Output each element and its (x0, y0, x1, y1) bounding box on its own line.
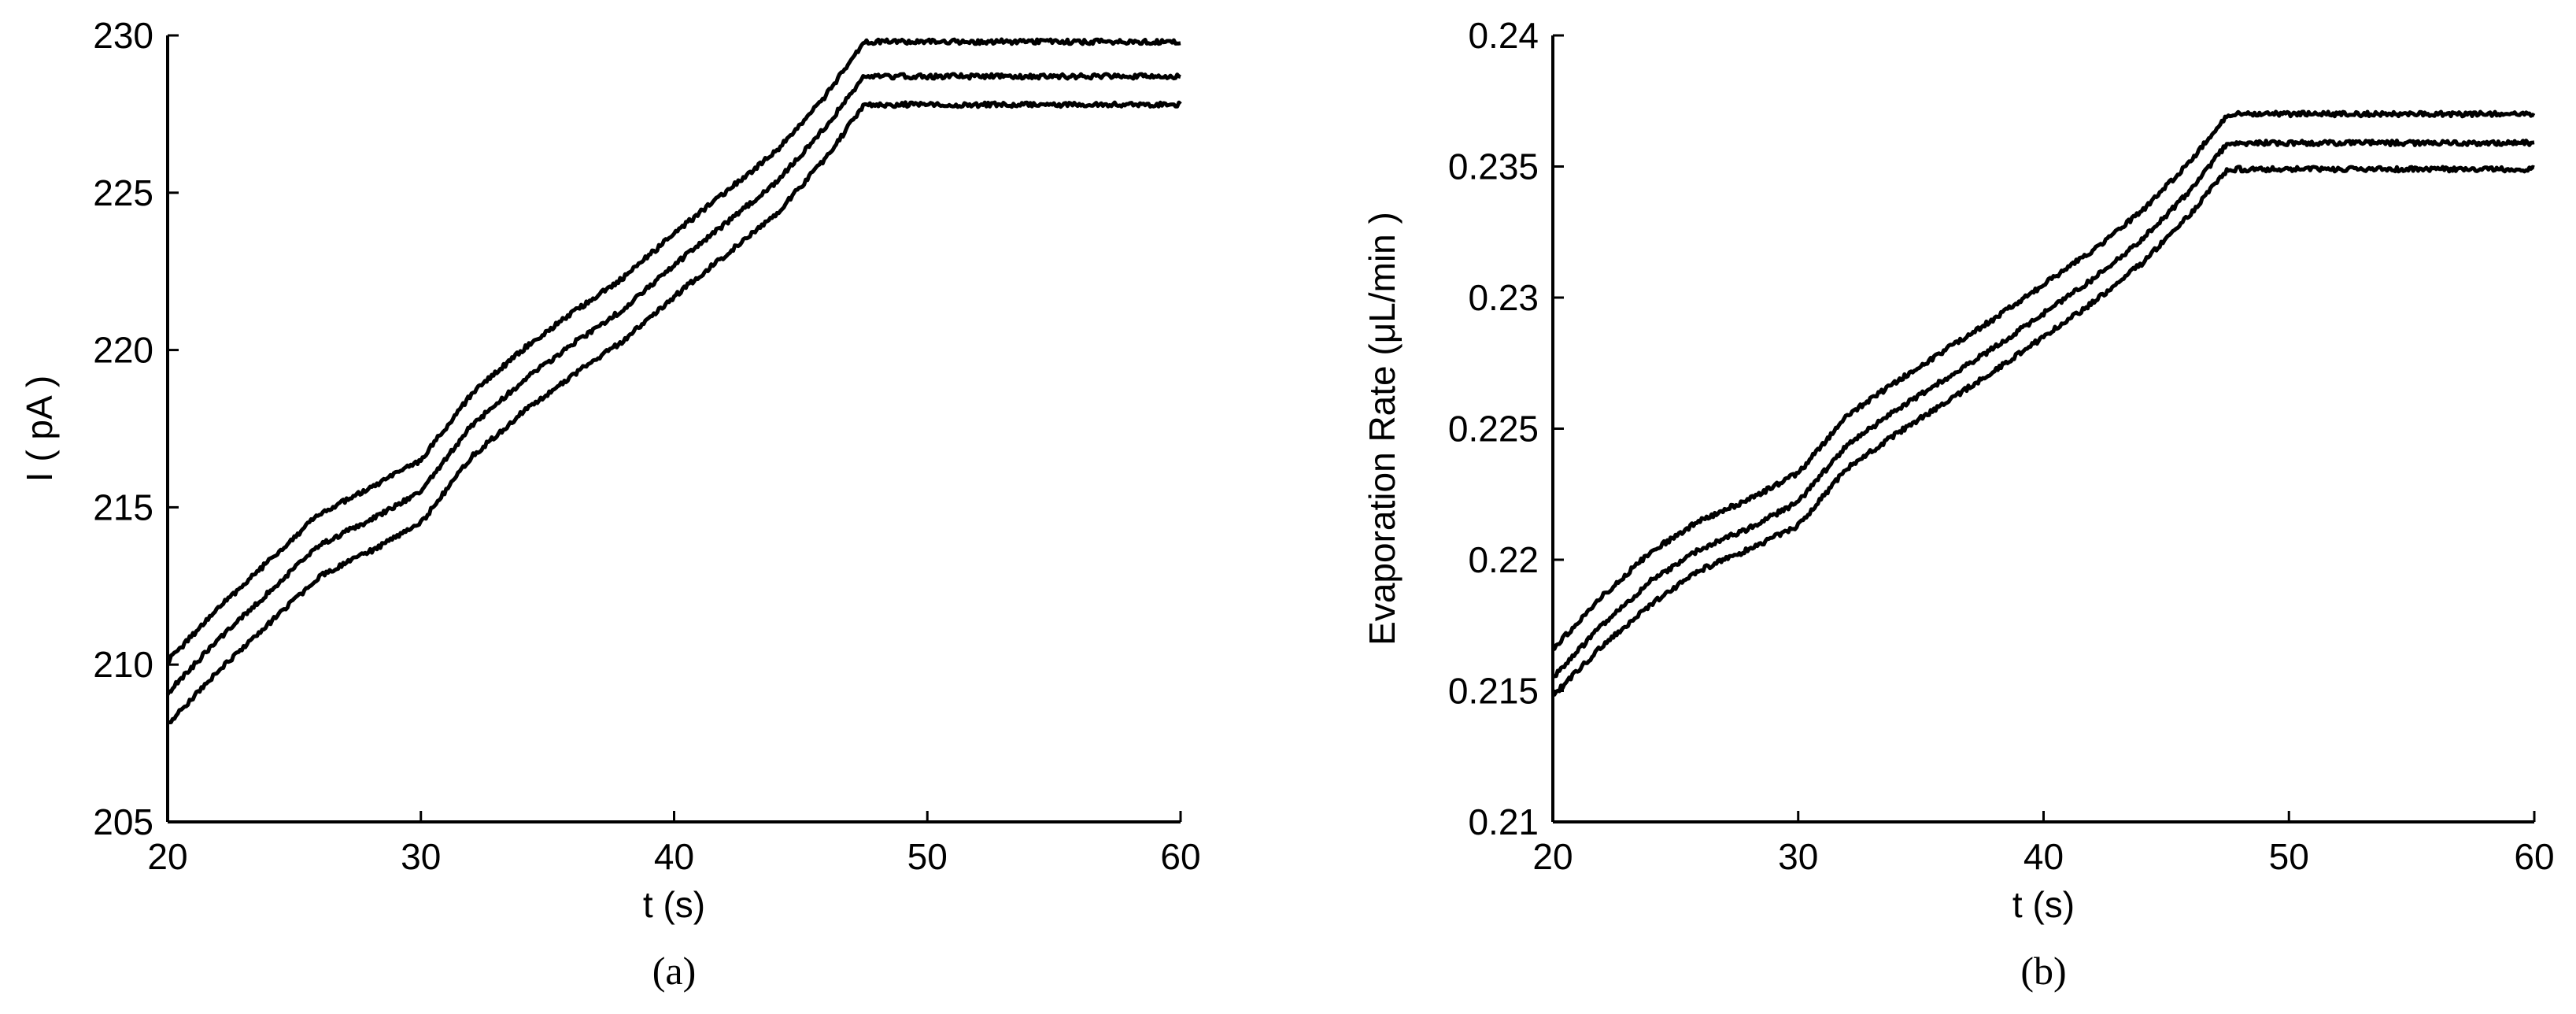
x-tick-label: 50 (2269, 836, 2309, 877)
y-tick-label: 0.23 (1468, 277, 1539, 318)
x-tick-label: 60 (2514, 836, 2554, 877)
panel-caption: (b) (2020, 949, 2066, 993)
x-tick-label: 30 (1778, 836, 1818, 877)
series-line (1551, 139, 2535, 679)
x-tick-label: 30 (401, 836, 441, 877)
y-axis-label: Evaporation Rate (μL/min ) (1362, 212, 1403, 646)
panel-caption: (a) (652, 949, 697, 993)
y-tick-label: 215 (93, 487, 153, 527)
series-line (167, 100, 1182, 724)
y-tick-label: 0.215 (1448, 671, 1539, 712)
x-tick-label: 20 (1532, 836, 1573, 877)
series-line (1552, 165, 2535, 697)
series-line (1552, 109, 2536, 651)
y-tick-label: 230 (93, 15, 153, 56)
panel-a: 20 30 40 50 60 205 210 215 220 225 230 t (s) I ( pA … (19, 15, 1201, 993)
x-tick-label: 50 (907, 836, 948, 877)
y-tick-label: 220 (93, 330, 153, 371)
y-tick-label: 0.22 (1468, 539, 1539, 580)
y-tick-label: 0.225 (1448, 409, 1539, 450)
y-axis-label: I ( pA ) (19, 376, 60, 482)
x-tick-label: 40 (2023, 836, 2064, 877)
panel-b: 20 30 40 50 60 0.21 0.215 0.22 0.225 0.23 0.235 0.2… (1362, 15, 2555, 993)
x-axis-label: t (s) (2012, 884, 2075, 925)
y-tick-label: 225 (93, 172, 153, 213)
x-tick-label: 60 (1160, 836, 1200, 877)
x-axis-label: t (s) (643, 884, 705, 925)
x-tick-label: 20 (147, 836, 187, 877)
x-tick-label: 40 (654, 836, 694, 877)
y-tick-label: 210 (93, 644, 153, 685)
y-tick-label: 0.235 (1448, 146, 1539, 187)
y-tick-label: 205 (93, 801, 153, 842)
series-line (166, 37, 1181, 665)
series-line (165, 72, 1181, 696)
y-tick-label: 0.21 (1468, 801, 1539, 842)
y-tick-label: 0.24 (1468, 15, 1539, 56)
